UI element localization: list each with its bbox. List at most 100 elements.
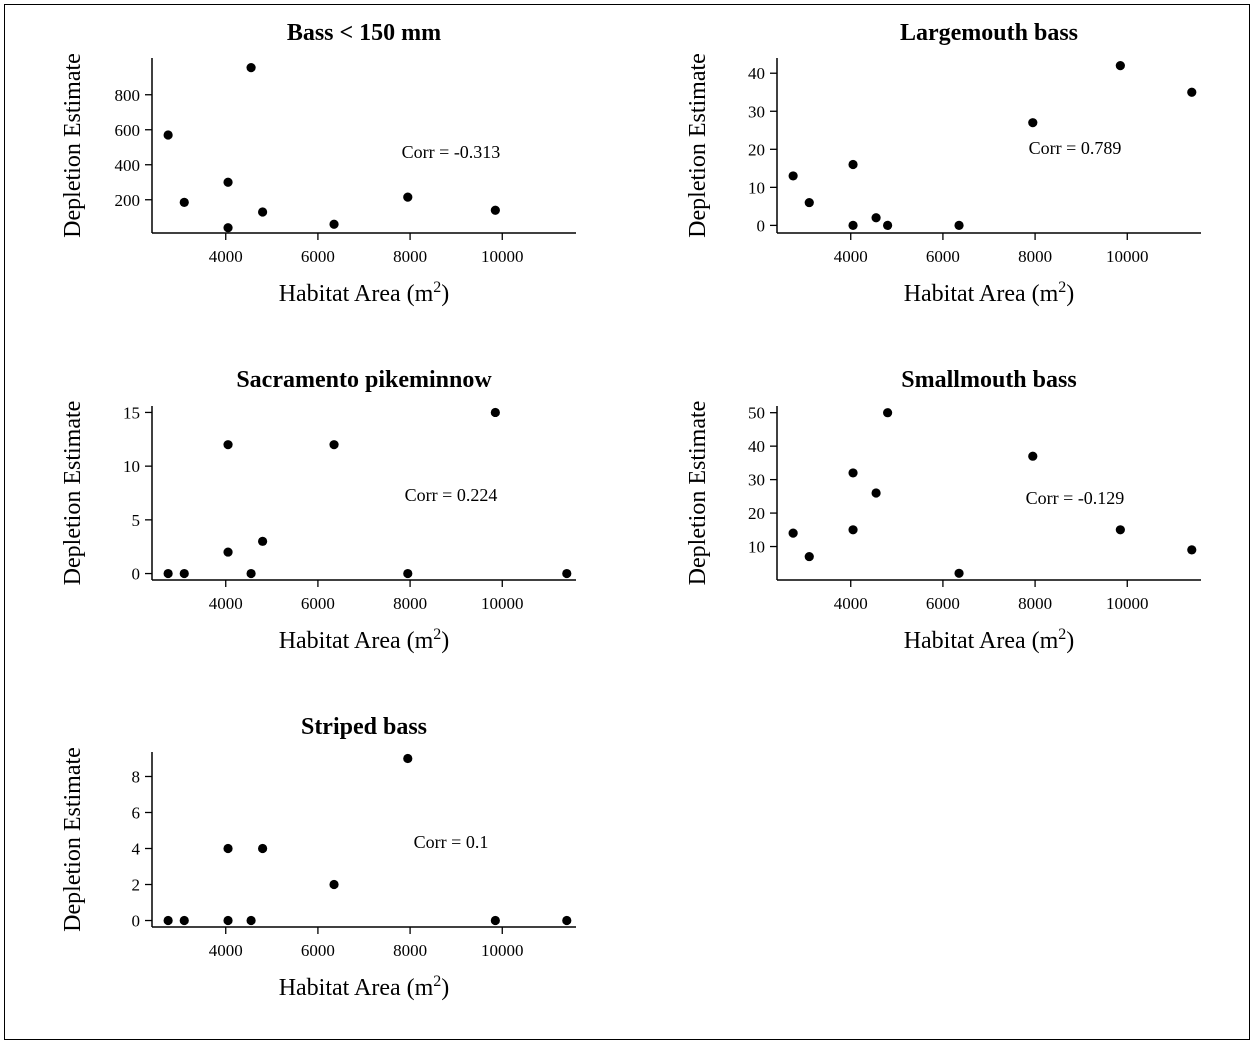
data-point (848, 220, 858, 230)
panel-title: Smallmouth bass (901, 367, 1076, 393)
data-point (848, 159, 858, 170)
y-tick-label: 10 (123, 457, 140, 476)
x-tick-label: 8000 (1018, 247, 1052, 266)
y-axis-label: Depletion Estimate (60, 53, 86, 238)
x-tick-label: 6000 (301, 941, 335, 960)
data-point (804, 551, 814, 562)
data-point (848, 468, 858, 478)
data-point (883, 408, 893, 418)
y-tick-label: 30 (748, 471, 765, 490)
y-axis-label: Depletion Estimate (685, 401, 711, 586)
data-point (258, 207, 268, 217)
y-tick-label: 8 (132, 767, 141, 786)
data-point (490, 205, 500, 215)
y-tick-label: 400 (115, 156, 141, 175)
x-tick-label: 4000 (209, 247, 243, 266)
data-point (1028, 118, 1038, 128)
panel-3: Sacramento pikeminnow 0 5 10 15 4000 6000 8000 1… (60, 367, 576, 654)
corr-annotation: Corr = 0.789 (1029, 138, 1122, 158)
y-tick-label: 10 (748, 178, 765, 197)
y-tick-label: 800 (115, 86, 141, 105)
data-point (490, 915, 500, 926)
data-point (1028, 451, 1038, 461)
x-tick-label: 4000 (834, 247, 868, 266)
panel-2: Largemouth bass 0 10 20 30 40 4000 6000 8000 1000… (685, 20, 1201, 307)
data-point (788, 528, 798, 538)
x-tick-label: 6000 (301, 594, 335, 613)
data-point (163, 568, 173, 579)
corr-annotation: Corr = 0.1 (414, 832, 489, 852)
data-point (490, 407, 500, 418)
y-tick-label: 0 (757, 216, 766, 235)
data-point (179, 915, 189, 926)
x-tick-label: 4000 (209, 941, 243, 960)
x-tick-label: 4000 (209, 594, 243, 613)
data-point (871, 213, 881, 223)
y-tick-label: 40 (748, 64, 765, 83)
x-tick-label: 6000 (926, 247, 960, 266)
panel-4: Smallmouth bass 10 20 30 40 50 4000 6000 8000 100… (685, 367, 1201, 654)
data-point (954, 220, 964, 230)
data-point (223, 223, 233, 233)
corr-annotation: Corr = 0.224 (405, 485, 498, 505)
data-point (848, 525, 858, 535)
data-point (804, 197, 814, 208)
data-point (1187, 545, 1197, 555)
data-point (1187, 87, 1197, 97)
x-axis-label: Habitat Area (m2) (279, 626, 450, 654)
data-point (329, 879, 339, 890)
data-point (258, 843, 268, 854)
x-tick-label: 8000 (393, 594, 427, 613)
data-point (163, 915, 173, 926)
data-point (871, 488, 881, 498)
y-tick-label: 6 (132, 803, 141, 822)
y-tick-label: 4 (132, 840, 141, 859)
y-tick-label: 50 (748, 404, 765, 423)
data-point (403, 192, 413, 202)
panel-title: Striped bass (301, 714, 427, 740)
data-point (179, 197, 189, 207)
y-tick-label: 10 (748, 538, 765, 557)
y-tick-label: 20 (748, 504, 765, 523)
y-tick-label: 15 (123, 403, 140, 422)
y-axis-label: Depletion Estimate (60, 747, 86, 932)
data-point (246, 568, 256, 579)
y-tick-label: 40 (748, 437, 765, 456)
data-point (562, 915, 572, 926)
data-point (403, 568, 413, 579)
x-tick-label: 8000 (393, 247, 427, 266)
data-point (258, 536, 268, 546)
data-point (403, 753, 413, 764)
y-tick-label: 20 (748, 140, 765, 159)
x-tick-label: 10000 (1106, 247, 1149, 266)
data-point (883, 220, 893, 230)
x-tick-label: 4000 (834, 594, 868, 613)
data-point (1115, 61, 1125, 71)
figure-frame: Bass < 150 mm 200 400 600 800 4000 6000 8000 100… (4, 4, 1250, 1040)
y-tick-label: 0 (132, 565, 141, 584)
x-axis-label: Habitat Area (m2) (904, 279, 1075, 307)
x-tick-label: 6000 (926, 594, 960, 613)
x-tick-label: 10000 (481, 594, 524, 613)
x-tick-label: 10000 (1106, 594, 1149, 613)
panel-title: Bass < 150 mm (287, 20, 441, 46)
x-axis-label: Habitat Area (m2) (279, 279, 450, 307)
y-axis-label: Depletion Estimate (685, 53, 711, 238)
data-point (163, 130, 173, 140)
data-point (329, 219, 339, 229)
data-point (223, 547, 233, 557)
panel-title: Sacramento pikeminnow (236, 367, 492, 393)
x-tick-label: 8000 (1018, 594, 1052, 613)
panel-5: Striped bass 0 2 4 6 8 4000 6000 8000 10000 Habita… (60, 714, 576, 1001)
data-point (246, 915, 256, 926)
data-point (223, 843, 233, 854)
panel-title: Largemouth bass (900, 20, 1078, 46)
y-tick-label: 0 (132, 912, 141, 931)
y-tick-label: 5 (132, 511, 141, 530)
data-point (562, 568, 572, 579)
x-tick-label: 10000 (481, 941, 524, 960)
y-tick-label: 2 (132, 876, 141, 895)
y-tick-label: 600 (115, 121, 141, 140)
x-axis-label: Habitat Area (m2) (279, 973, 450, 1001)
